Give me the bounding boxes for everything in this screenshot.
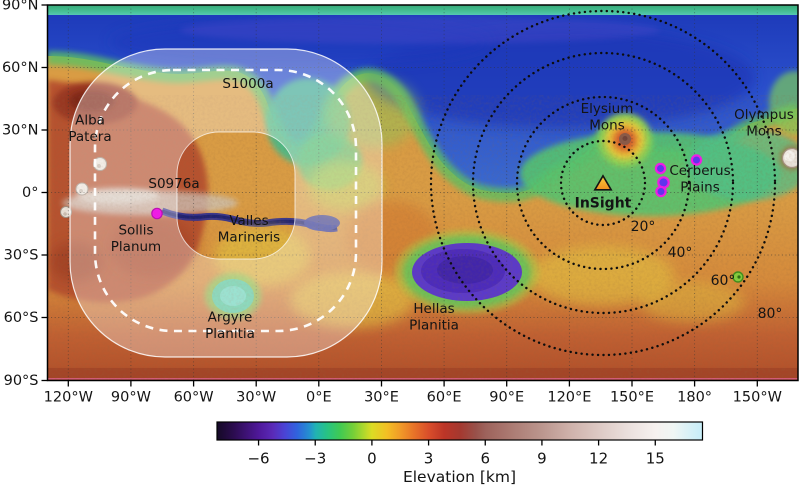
cerberus-plains: Cerberus Plains bbox=[669, 163, 730, 196]
x-tick-label: 120°E bbox=[547, 390, 591, 406]
x-tick-label: 60°W bbox=[174, 390, 214, 406]
sollis-planum-line: Sollis bbox=[118, 223, 153, 239]
valles-marineris-line: Valles bbox=[229, 213, 268, 229]
colorbar-title: Elevation [km] bbox=[403, 468, 516, 486]
hellas-planitia-line: Hellas bbox=[413, 301, 454, 317]
x-tick-label: 90°W bbox=[111, 390, 151, 406]
argyre-planitia-line: Argyre bbox=[208, 310, 253, 326]
crater-speckle bbox=[47, 95, 798, 380]
marsquake-marker bbox=[654, 162, 667, 175]
y-tick-label: 90°N bbox=[2, 0, 39, 14]
ring-label: 60° bbox=[711, 273, 736, 289]
colorbar-tick-label: 12 bbox=[589, 450, 608, 468]
distance-ring bbox=[429, 9, 777, 357]
ring-label: 80° bbox=[758, 306, 783, 322]
distance-ring bbox=[471, 51, 735, 315]
s1000a-dashed-ring bbox=[93, 68, 358, 333]
sollis-planum-line: Planum bbox=[111, 239, 161, 255]
colorbar-tick-label: 15 bbox=[646, 450, 665, 468]
elysium-mons-line: Elysium bbox=[581, 101, 634, 117]
colorbar: −6 −3 0 3 6 9 12 15 bbox=[216, 421, 704, 468]
alba-patera-line: Alba bbox=[75, 113, 105, 129]
x-tick-label: 0°E bbox=[306, 390, 332, 406]
distance-rings bbox=[429, 9, 777, 357]
marsquake-marker bbox=[151, 207, 163, 220]
cerberus-plains-line: Plains bbox=[680, 180, 720, 196]
alba-patera: Alba Patera bbox=[68, 113, 111, 146]
x-tick-label: 150°W bbox=[733, 390, 782, 406]
event-markers bbox=[151, 154, 703, 220]
colorbar-tick-label: −6 bbox=[247, 450, 269, 468]
colorbar-tick-label: 3 bbox=[424, 450, 434, 468]
s1000a-line: S1000a bbox=[222, 76, 273, 92]
y-tick-label: 30°N bbox=[2, 123, 39, 139]
uncertainty-bands bbox=[69, 48, 383, 358]
insight-label-line: InSight bbox=[575, 196, 632, 212]
argyre-planitia: Argyre Planitia bbox=[205, 310, 255, 343]
y-tick-label: 30°S bbox=[4, 248, 39, 264]
olympus-mons-line: Olympus bbox=[734, 107, 794, 123]
colorbar-tick-label: 9 bbox=[537, 450, 547, 468]
sollis-planum: Sollis Planum bbox=[111, 223, 161, 256]
x-tick-label: 180° bbox=[677, 390, 712, 406]
cerberus-plains-line: Cerberus bbox=[669, 163, 730, 179]
uncertainty-band bbox=[70, 49, 382, 357]
x-tick-label: 60°E bbox=[427, 390, 462, 406]
colorbar-tick-label: 6 bbox=[480, 450, 490, 468]
x-tick-label: 90°E bbox=[489, 390, 524, 406]
distance-ring bbox=[559, 139, 647, 227]
valles-marineris: Valles Marineris bbox=[218, 213, 280, 246]
marsquake-marker bbox=[655, 185, 667, 198]
olympus-mons-line: Mons bbox=[746, 124, 782, 140]
uncertainty-outer-edge bbox=[69, 48, 383, 358]
ring-label: 40° bbox=[668, 245, 693, 261]
colorbar-tick-label: 0 bbox=[367, 450, 377, 468]
feature-labels: 20° 40° 60° 80° Alba Patera S1000a S0976a Sollis… bbox=[68, 76, 793, 342]
y-tick-label: 90°S bbox=[4, 373, 39, 389]
y-tick-label: 60°N bbox=[2, 60, 39, 76]
y-tick-label: 60°S bbox=[4, 310, 39, 326]
polar-purple-speckle bbox=[180, 16, 660, 44]
argyre-planitia-line: Planitia bbox=[205, 326, 255, 342]
distance-ring bbox=[515, 95, 691, 271]
elysium-mons: Elysium Mons bbox=[581, 101, 634, 134]
colorbar-gradient bbox=[216, 421, 704, 441]
insight-label: InSight bbox=[575, 196, 632, 212]
colorbar-tick-label: −3 bbox=[304, 450, 326, 468]
s0976a-line: S0976a bbox=[148, 176, 199, 192]
y-tick-label: 0° bbox=[22, 185, 38, 201]
alba-patera-line: Patera bbox=[68, 129, 111, 145]
marsquake-marker bbox=[690, 154, 703, 166]
insight-marker bbox=[593, 174, 613, 191]
x-tick-label: 30°W bbox=[236, 390, 276, 406]
s0976a: S0976a bbox=[148, 176, 199, 192]
x-tick-label: 150°E bbox=[610, 390, 654, 406]
s1000a: S1000a bbox=[222, 76, 273, 92]
north-polar-strip bbox=[47, 5, 798, 15]
ring-label: 20° bbox=[631, 219, 656, 235]
elysium-mons-line: Mons bbox=[589, 118, 625, 134]
hellas-planitia-line: Planitia bbox=[409, 318, 459, 334]
x-tick-label: 120°W bbox=[44, 390, 93, 406]
valles-marineris-line: Marineris bbox=[218, 230, 280, 246]
axes: 120°W 90°W 60°W 30°W 0°E 30°E 60°E 90°E 120°E 150… bbox=[2, 0, 782, 406]
uncertainty-inner-edge bbox=[176, 131, 296, 260]
olympus-mons: Olympus Mons bbox=[734, 107, 794, 140]
hellas-planitia: Hellas Planitia bbox=[409, 301, 459, 334]
x-tick-label: 30°E bbox=[364, 390, 399, 406]
